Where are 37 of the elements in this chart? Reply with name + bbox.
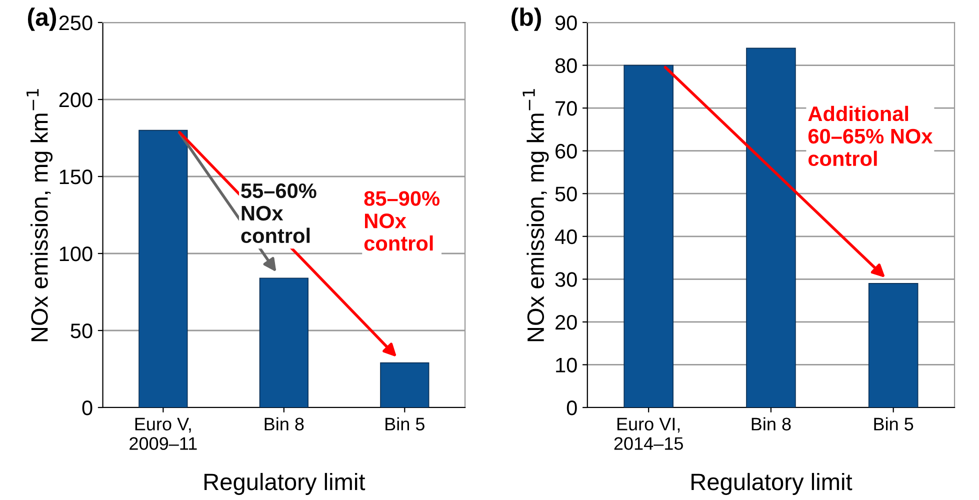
y-tick-label: 100 <box>60 246 92 262</box>
y-tick-label: 50 <box>70 324 92 338</box>
bar <box>259 278 308 408</box>
y-tick-label: 60 <box>556 144 577 159</box>
y-tick-label: 250 <box>59 16 92 30</box>
y-tick-label: 0 <box>82 400 92 416</box>
chart-title: (a) <box>28 8 56 31</box>
x-tick-label: Bin 5 <box>874 417 914 430</box>
y-tick-label: 90 <box>555 16 577 30</box>
y-tick-label: 150 <box>60 170 92 184</box>
y-axis-title: NOx emission, mg km$^{−1}$ <box>26 89 53 342</box>
bar <box>138 130 188 408</box>
y-tick-label: 200 <box>59 92 92 108</box>
annotation: 55–60% NOx control <box>241 183 316 244</box>
y-tick-label: 30 <box>555 272 577 287</box>
x-axis-title: Regulatory limit <box>692 472 852 495</box>
y-tick-label: 0 <box>566 400 577 416</box>
x-tick-label: Euro V, 2009–11 <box>130 418 197 450</box>
y-tick-label: 40 <box>554 229 577 244</box>
annotation: Additional 60–65% NOx control <box>808 106 933 166</box>
bar <box>868 283 918 408</box>
bar <box>624 64 674 408</box>
y-tick-label: 10 <box>556 358 577 372</box>
y-tick-label: 80 <box>555 58 577 74</box>
x-tick-label: Bin 8 <box>752 417 791 430</box>
y-tick-label: 50 <box>555 186 577 202</box>
x-tick-label: Euro VI, 2014–15 <box>614 418 683 450</box>
chart-title: (b) <box>512 8 541 31</box>
bar <box>380 362 430 408</box>
annotation: 85–90% NOx control <box>364 191 440 251</box>
y-tick-label: 70 <box>556 101 577 116</box>
y-axis-title: NOx emission, mg km$^{−1}$ <box>522 89 549 342</box>
x-tick-label: Bin 5 <box>386 417 424 430</box>
x-axis-title: Regulatory limit <box>204 472 366 495</box>
bar <box>746 48 796 408</box>
x-tick-label: Bin 8 <box>264 417 304 430</box>
y-tick-label: 20 <box>556 314 577 330</box>
